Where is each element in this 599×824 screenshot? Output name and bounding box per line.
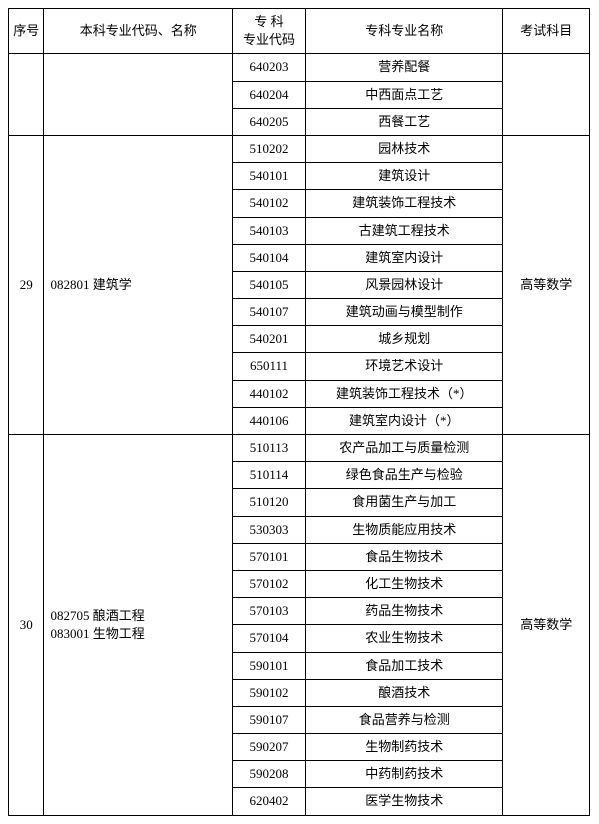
code-cell: 640203 [232, 54, 305, 81]
name-cell: 环境艺术设计 [306, 353, 503, 380]
header-row: 序号 本科专业代码、名称 专 科 专业代码 专科专业名称 考试科目 [9, 9, 590, 54]
subject-cell: 高等数学 [503, 135, 590, 434]
name-cell: 农产品加工与质量检测 [306, 435, 503, 462]
major-cell [44, 54, 232, 136]
code-cell: 650111 [232, 353, 305, 380]
code-cell: 590207 [232, 734, 305, 761]
code-cell: 590101 [232, 652, 305, 679]
seq-cell: 29 [9, 135, 44, 434]
code-cell: 530303 [232, 516, 305, 543]
code-cell: 510113 [232, 435, 305, 462]
table-row: 30 082705 酿酒工程 083001 生物工程 510113 农产品加工与… [9, 435, 590, 462]
code-cell: 570102 [232, 570, 305, 597]
header-subject: 考试科目 [503, 9, 590, 54]
code-cell: 540104 [232, 244, 305, 271]
major-cell: 082801 建筑学 [44, 135, 232, 434]
name-cell: 建筑室内设计 [306, 244, 503, 271]
header-seq: 序号 [9, 9, 44, 54]
code-cell: 640205 [232, 108, 305, 135]
table-row: 640203 营养配餐 [9, 54, 590, 81]
table-row: 29 082801 建筑学 510202 园林技术 高等数学 [9, 135, 590, 162]
name-cell: 营养配餐 [306, 54, 503, 81]
major-cell: 082705 酿酒工程 083001 生物工程 [44, 435, 232, 816]
name-cell: 药品生物技术 [306, 598, 503, 625]
name-cell: 绿色食品生产与检验 [306, 462, 503, 489]
name-cell: 医学生物技术 [306, 788, 503, 815]
subject-cell: 高等数学 [503, 435, 590, 816]
seq-cell: 30 [9, 435, 44, 816]
code-cell: 590107 [232, 706, 305, 733]
name-cell: 建筑室内设计（*） [306, 407, 503, 434]
name-cell: 建筑动画与模型制作 [306, 299, 503, 326]
seq-cell [9, 54, 44, 136]
code-cell: 540107 [232, 299, 305, 326]
code-cell: 570103 [232, 598, 305, 625]
code-cell: 590102 [232, 679, 305, 706]
major-table: 序号 本科专业代码、名称 专 科 专业代码 专科专业名称 考试科目 640203… [8, 8, 590, 816]
name-cell: 风景园林设计 [306, 271, 503, 298]
code-cell: 570104 [232, 625, 305, 652]
name-cell: 西餐工艺 [306, 108, 503, 135]
name-cell: 建筑装饰工程技术（*） [306, 380, 503, 407]
code-cell: 540101 [232, 163, 305, 190]
name-cell: 化工生物技术 [306, 570, 503, 597]
table-body: 640203 营养配餐 640204 中西面点工艺 640205 西餐工艺 29… [9, 54, 590, 815]
code-cell: 440106 [232, 407, 305, 434]
header-name: 专科专业名称 [306, 9, 503, 54]
name-cell: 生物质能应用技术 [306, 516, 503, 543]
code-cell: 570101 [232, 543, 305, 570]
name-cell: 城乡规划 [306, 326, 503, 353]
code-cell: 510202 [232, 135, 305, 162]
name-cell: 建筑装饰工程技术 [306, 190, 503, 217]
name-cell: 食品营养与检测 [306, 706, 503, 733]
name-cell: 食品加工技术 [306, 652, 503, 679]
code-cell: 540105 [232, 271, 305, 298]
code-cell: 510114 [232, 462, 305, 489]
code-cell: 540201 [232, 326, 305, 353]
name-cell: 食品生物技术 [306, 543, 503, 570]
name-cell: 中西面点工艺 [306, 81, 503, 108]
name-cell: 酿酒技术 [306, 679, 503, 706]
name-cell: 生物制药技术 [306, 734, 503, 761]
name-cell: 古建筑工程技术 [306, 217, 503, 244]
name-cell: 建筑设计 [306, 163, 503, 190]
code-cell: 540103 [232, 217, 305, 244]
header-major: 本科专业代码、名称 [44, 9, 232, 54]
code-cell: 620402 [232, 788, 305, 815]
code-cell: 540102 [232, 190, 305, 217]
code-cell: 590208 [232, 761, 305, 788]
header-code: 专 科 专业代码 [232, 9, 305, 54]
name-cell: 食用菌生产与加工 [306, 489, 503, 516]
name-cell: 园林技术 [306, 135, 503, 162]
name-cell: 农业生物技术 [306, 625, 503, 652]
name-cell: 中药制药技术 [306, 761, 503, 788]
code-cell: 510120 [232, 489, 305, 516]
code-cell: 440102 [232, 380, 305, 407]
code-cell: 640204 [232, 81, 305, 108]
subject-cell [503, 54, 590, 136]
